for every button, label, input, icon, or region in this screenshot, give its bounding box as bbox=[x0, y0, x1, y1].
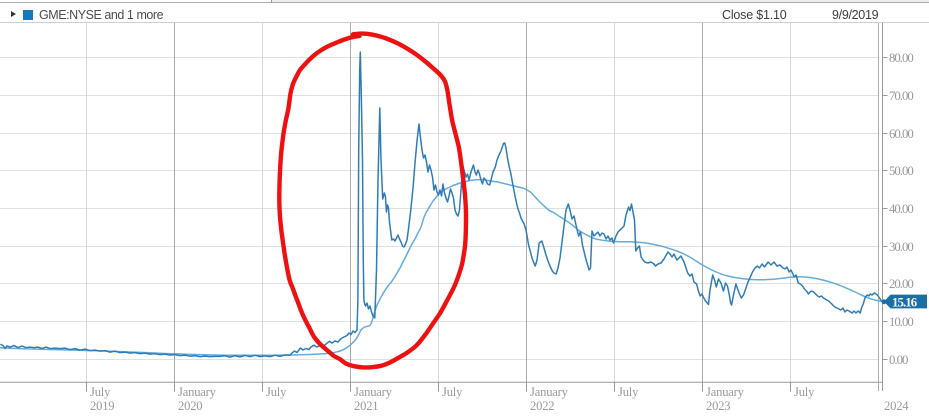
svg-text:July: July bbox=[266, 385, 287, 399]
svg-text:July: July bbox=[618, 385, 639, 399]
svg-text:July: July bbox=[794, 385, 815, 399]
svg-text:2021: 2021 bbox=[354, 399, 378, 413]
svg-text:50.00: 50.00 bbox=[889, 164, 913, 178]
svg-text:60.00: 60.00 bbox=[889, 127, 913, 141]
svg-text:80.00: 80.00 bbox=[889, 51, 913, 65]
svg-text:30.00: 30.00 bbox=[889, 240, 913, 254]
svg-text:2020: 2020 bbox=[178, 399, 202, 413]
svg-text:2024: 2024 bbox=[884, 399, 909, 413]
svg-text:January: January bbox=[706, 385, 745, 399]
svg-text:2023: 2023 bbox=[706, 399, 730, 413]
svg-text:July: July bbox=[90, 385, 111, 399]
svg-text:70.00: 70.00 bbox=[889, 89, 913, 103]
svg-text:2022: 2022 bbox=[530, 399, 554, 413]
svg-text:January: January bbox=[354, 385, 393, 399]
svg-text:15.16: 15.16 bbox=[892, 295, 918, 309]
svg-text:40.00: 40.00 bbox=[889, 202, 913, 216]
svg-text:20.00: 20.00 bbox=[889, 277, 913, 291]
svg-text:July: July bbox=[442, 385, 463, 399]
svg-text:2019: 2019 bbox=[90, 399, 114, 413]
svg-text:January: January bbox=[178, 385, 217, 399]
svg-text:January: January bbox=[530, 385, 569, 399]
svg-text:0.00: 0.00 bbox=[889, 353, 908, 367]
svg-text:10.00: 10.00 bbox=[889, 315, 913, 329]
